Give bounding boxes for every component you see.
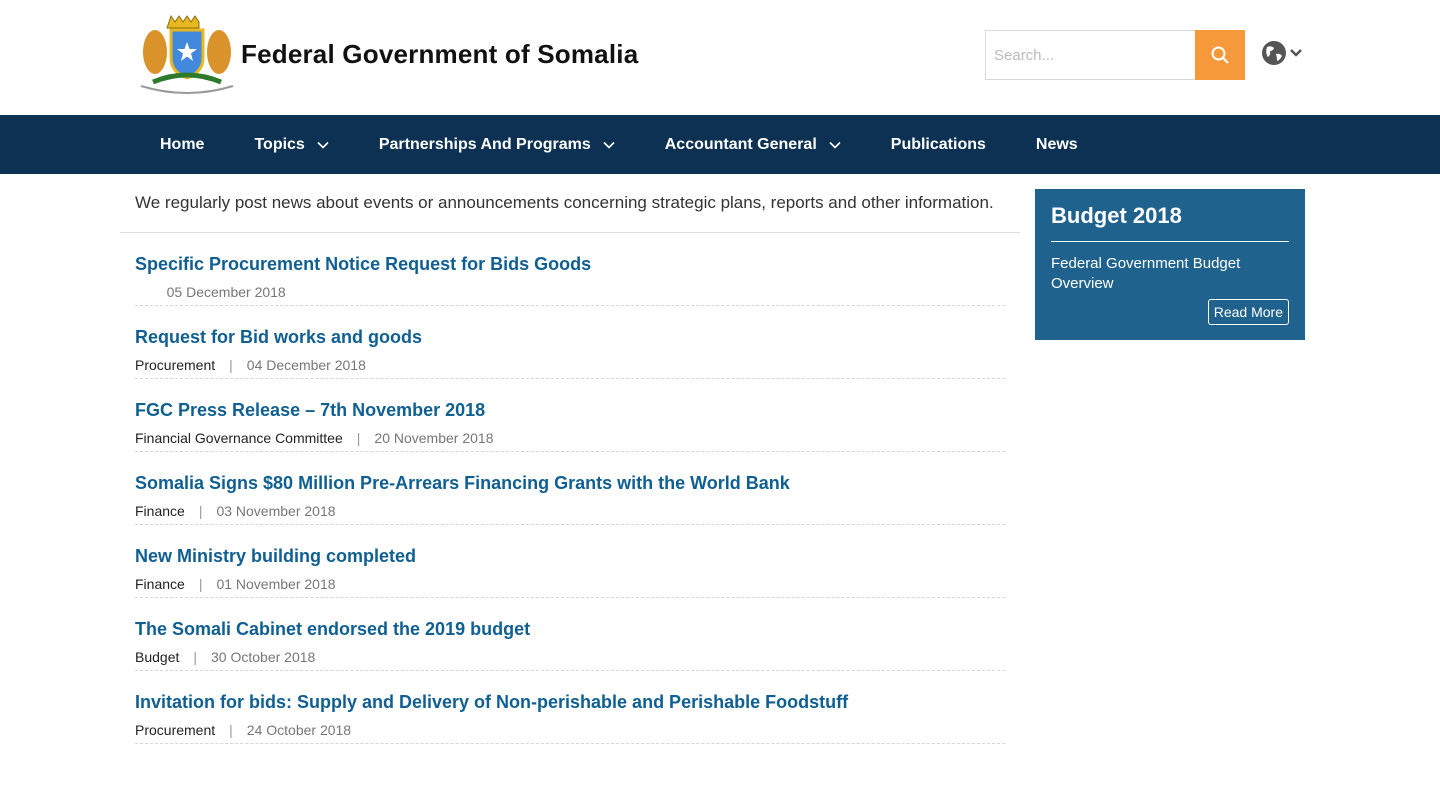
news-category[interactable]: Finance — [135, 503, 185, 519]
separator: | — [229, 722, 233, 738]
news-item: New Ministry building completed Finance |… — [135, 525, 1005, 598]
budget-widget: Budget 2018 Federal Government Budget Ov… — [1035, 189, 1305, 340]
separator: | — [198, 503, 203, 519]
nav-label: Home — [160, 135, 205, 153]
site-logo[interactable]: Federal Government of Somalia — [135, 12, 638, 96]
news-meta: Budget | 30 October 2018 — [135, 649, 1005, 665]
nav-partnerships-and-programs[interactable]: Partnerships And Programs — [379, 136, 615, 154]
news-date: 24 October 2018 — [246, 722, 352, 738]
news-title-link[interactable]: New Ministry building completed — [135, 546, 417, 566]
news-category[interactable]: Financial Governance Committee — [135, 430, 343, 446]
news-title-link[interactable]: The Somali Cabinet endorsed the 2019 bud… — [135, 619, 531, 639]
news-date: 30 October 2018 — [211, 649, 316, 665]
chevron-down-icon — [603, 141, 615, 149]
nav-news[interactable]: News — [1036, 136, 1078, 154]
main-nav: Home Topics Partnerships And Programs Ac… — [0, 115, 1440, 174]
news-category[interactable]: Finance — [135, 576, 185, 592]
widget-title: Budget 2018 — [1051, 203, 1289, 242]
site-title: Federal Government of Somalia — [241, 38, 639, 69]
news-item: Somalia Signs $80 Million Pre-Arrears Fi… — [135, 452, 1005, 525]
news-title-link[interactable]: Request for Bid works and goods — [135, 327, 423, 347]
news-meta: Financial Governance Committee | 20 Novemb… — [135, 430, 1005, 446]
read-more-button[interactable]: Read More — [1207, 299, 1289, 325]
news-title-link[interactable]: Invitation for bids: Supply and Delivery… — [135, 692, 849, 712]
search-icon — [1211, 46, 1229, 64]
nav-label: Topics — [254, 135, 305, 153]
news-date: 03 November 2018 — [216, 503, 336, 519]
nav-label: News — [1035, 135, 1078, 153]
news-content: We regularly post news about events or a… — [120, 189, 1020, 744]
news-item: Specific Procurement Notice Request for … — [135, 233, 1005, 306]
news-title-link[interactable]: Specific Procurement Notice Request for … — [135, 254, 592, 274]
news-item: Request for Bid works and goods Procurem… — [135, 306, 1005, 379]
news-date: 05 December 2018 — [166, 284, 286, 300]
search-input[interactable] — [985, 30, 1195, 80]
chevron-down-icon — [1290, 49, 1302, 57]
separator: | — [193, 649, 198, 665]
news-list: Specific Procurement Notice Request for … — [120, 233, 1020, 744]
news-item: FGC Press Release – 7th November 2018 Fi… — [135, 379, 1005, 452]
coat-of-arms-emblem — [135, 12, 237, 96]
separator: | — [356, 430, 361, 446]
header: Federal Government of Somalia — [0, 0, 1440, 115]
news-title-link[interactable]: Somalia Signs $80 Million Pre-Arrears Fi… — [135, 473, 790, 493]
nav-label: Accountant General — [664, 135, 817, 153]
news-date: 04 December 2018 — [246, 357, 366, 373]
news-meta: |05 December 2018 — [135, 284, 1005, 300]
search-form — [985, 30, 1245, 80]
intro-text: We regularly post news about events or a… — [120, 189, 1020, 233]
news-meta: Finance | 01 November 2018 — [135, 576, 1005, 592]
nav-label: Publications — [890, 135, 986, 153]
language-selector[interactable] — [1261, 40, 1303, 66]
separator: | — [229, 357, 233, 373]
news-date: 20 November 2018 — [374, 430, 494, 446]
globe-icon — [1262, 41, 1286, 65]
widget-text: Federal Government Budget Overview — [1051, 255, 1241, 292]
nav-accountant-general[interactable]: Accountant General — [665, 136, 841, 154]
nav-publications[interactable]: Publications — [891, 136, 986, 154]
news-item: Invitation for bids: Supply and Delivery… — [135, 671, 1005, 744]
news-meta: Procurement | 24 October 2018 — [135, 722, 1005, 738]
news-item: The Somali Cabinet endorsed the 2019 bud… — [135, 598, 1005, 671]
news-title-link[interactable]: FGC Press Release – 7th November 2018 — [135, 400, 486, 420]
news-meta: Procurement | 04 December 2018 — [135, 357, 1005, 373]
nav-topics[interactable]: Topics — [254, 135, 329, 154]
news-date: 01 November 2018 — [216, 576, 336, 592]
search-button[interactable] — [1195, 30, 1245, 80]
nav-home[interactable]: Home — [160, 136, 204, 154]
chevron-down-icon — [829, 141, 841, 149]
news-meta: Finance | 03 November 2018 — [135, 503, 1005, 519]
nav-label: Partnerships And Programs — [378, 135, 591, 153]
news-category[interactable]: Budget — [135, 649, 180, 665]
news-category[interactable]: Procurement — [135, 722, 216, 738]
chevron-down-icon — [317, 141, 329, 149]
news-category[interactable]: Procurement — [135, 357, 216, 373]
separator: | — [198, 576, 203, 592]
